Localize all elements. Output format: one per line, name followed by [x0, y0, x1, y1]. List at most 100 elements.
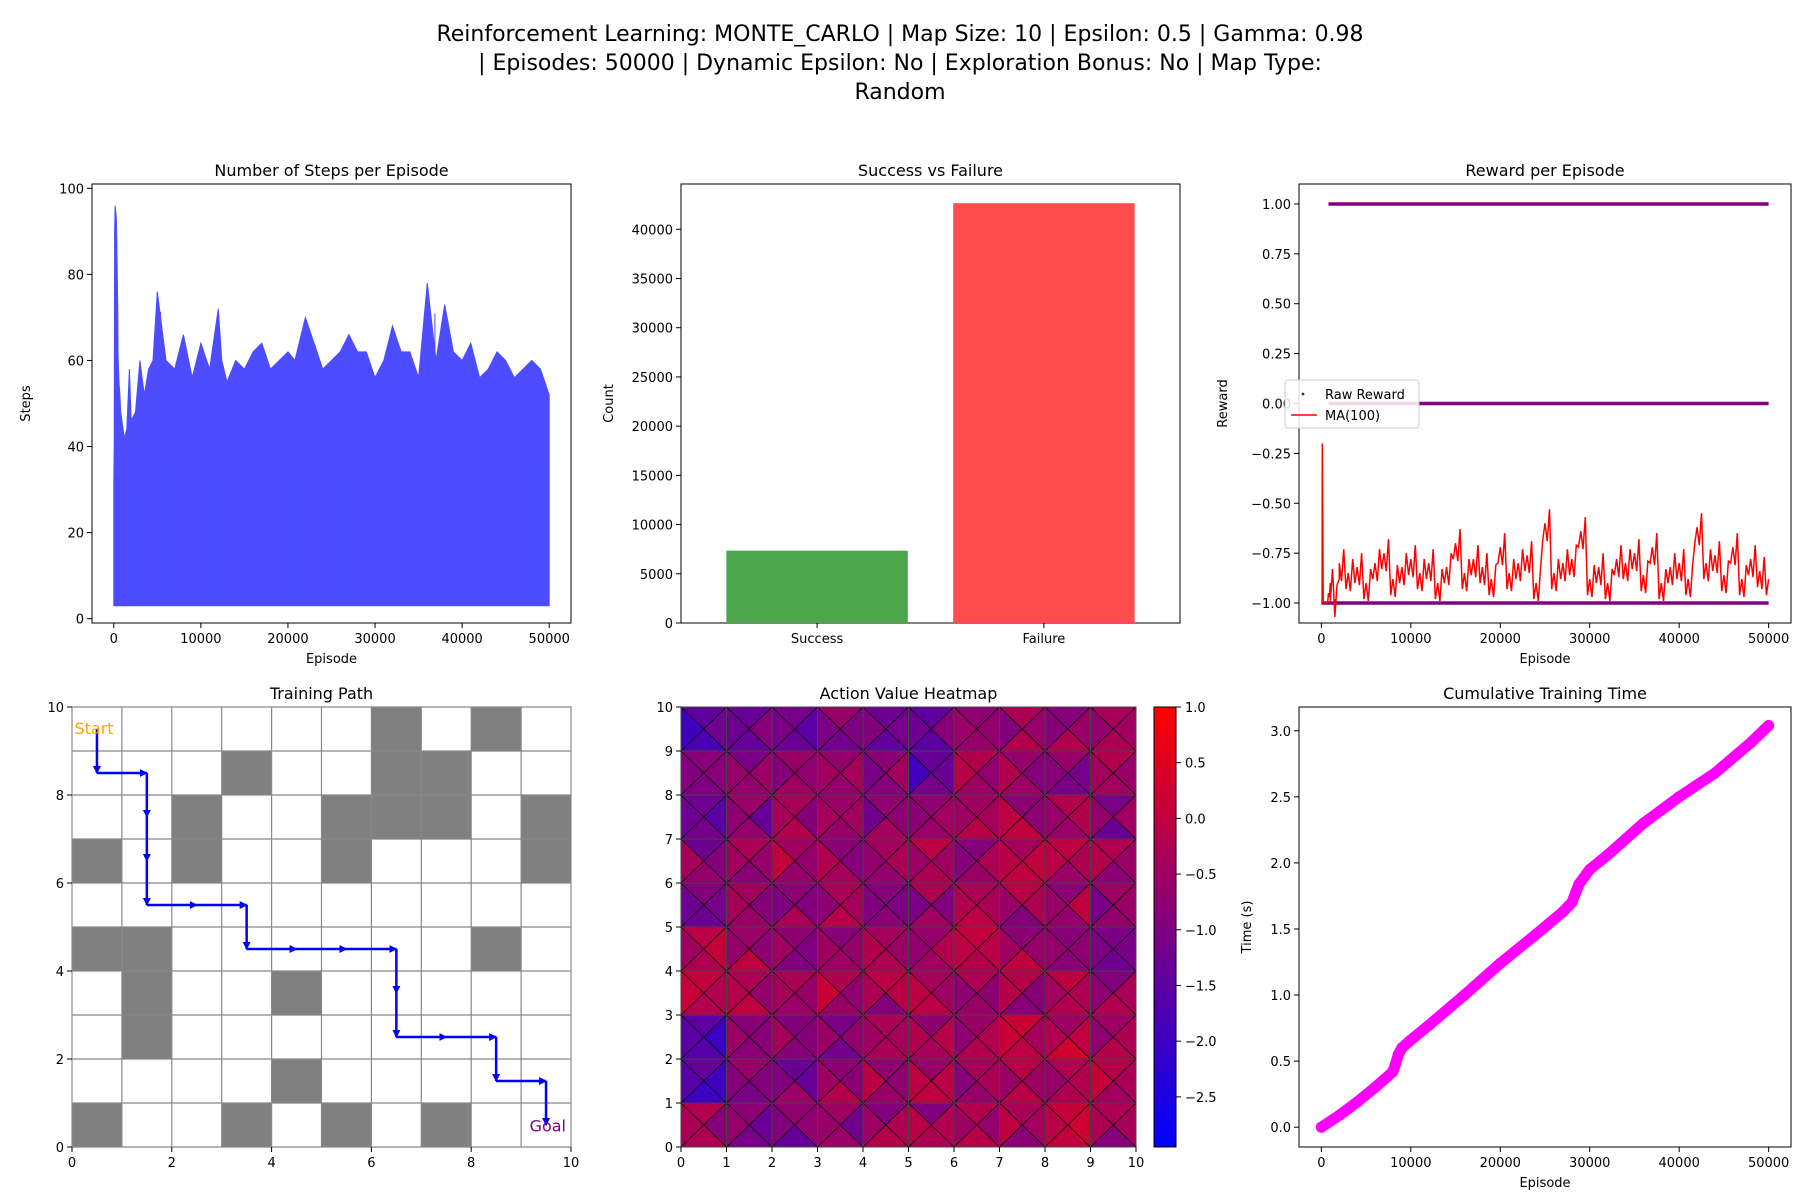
reward-ytick-label: 0.50 [1262, 298, 1291, 313]
q-triangle [863, 1015, 909, 1037]
q-triangle [1090, 861, 1136, 883]
q-triangle [1090, 729, 1136, 751]
reward-xtick-label: 20000 [1480, 632, 1521, 647]
q-triangle [772, 1037, 818, 1059]
q-diagonal [680, 882, 727, 928]
q-triangle [749, 839, 772, 883]
q-triangle [1090, 883, 1114, 927]
q-triangle [726, 839, 772, 861]
q-triangle [863, 949, 909, 971]
goal-label: Goal [530, 1117, 566, 1136]
q-triangle [999, 817, 1045, 839]
q-triangle [954, 817, 1000, 839]
obstacle-cell [321, 1103, 372, 1147]
q-triangle [1045, 883, 1091, 905]
q-triangle [772, 1015, 818, 1037]
q-triangle [999, 971, 1023, 1015]
q-triangle [931, 839, 954, 883]
q-triangle [772, 751, 818, 773]
q-triangle [954, 971, 1000, 993]
steps-xtick-label: 10000 [180, 632, 221, 647]
q-triangle [772, 1015, 795, 1059]
q-triangle [954, 773, 1000, 795]
q-triangle [1090, 927, 1114, 971]
q-triangle [1022, 839, 1045, 883]
q-triangle [749, 707, 772, 751]
time-point [1405, 1034, 1417, 1046]
reward-xtick-label: 30000 [1569, 632, 1610, 647]
q-diagonal [726, 1102, 773, 1148]
obstacle-cell [271, 1059, 322, 1103]
q-triangle [1113, 883, 1136, 927]
q-triangle [681, 927, 727, 949]
heat-xtick-label: 6 [950, 1156, 958, 1171]
q-triangle [885, 707, 909, 751]
q-triangle [681, 751, 727, 773]
q-triangle [931, 927, 954, 971]
q-triangle [1113, 971, 1136, 1015]
reward-ytick-label: −0.25 [1251, 447, 1291, 462]
q-triangle [999, 751, 1045, 773]
q-triangle [1090, 795, 1114, 839]
obstacle-cell [521, 795, 571, 839]
q-triangle [681, 817, 727, 839]
q-triangle [976, 1015, 1000, 1059]
q-diagonal [999, 1014, 1046, 1060]
q-diagonal [953, 750, 1000, 796]
q-diagonal [680, 1014, 727, 1060]
q-triangle [1090, 1037, 1136, 1059]
q-triangle [863, 1059, 886, 1103]
q-triangle [749, 883, 772, 927]
obstacle-cell [271, 971, 322, 1015]
q-triangle [726, 883, 750, 927]
time-point [1494, 957, 1506, 969]
q-triangle [1045, 707, 1068, 751]
q-triangle [772, 949, 818, 971]
q-triangle [863, 839, 886, 883]
bar-failure [953, 203, 1135, 623]
q-diagonal [1044, 1058, 1091, 1104]
heat-ytick-label: 4 [665, 965, 673, 980]
q-triangle [863, 773, 909, 795]
q-triangle [681, 795, 727, 817]
heat-ytick-label: 10 [656, 701, 673, 716]
q-triangle [908, 971, 954, 993]
time-xtick-label: 30000 [1569, 1156, 1610, 1171]
heat-xtick-label: 7 [995, 1156, 1003, 1171]
q-triangle [1045, 1125, 1091, 1147]
q-diagonal [726, 926, 773, 972]
reward-legend: Raw Reward MA(100) [1284, 379, 1420, 429]
q-triangle [976, 839, 1000, 883]
heat-xtick-label: 2 [768, 1156, 776, 1171]
q-triangle [681, 971, 727, 993]
q-triangle [954, 1103, 977, 1147]
q-triangle [999, 839, 1023, 883]
q-triangle [1090, 1103, 1114, 1147]
q-triangle [954, 1103, 1000, 1125]
time-xtick-label: 20000 [1480, 1156, 1521, 1171]
q-triangle [863, 707, 886, 751]
q-triangle [999, 883, 1023, 927]
q-triangle [954, 993, 1000, 1015]
success-ytick-label: 0 [665, 617, 673, 632]
q-triangle [772, 839, 818, 861]
q-triangle [954, 707, 1000, 729]
q-diagonal [817, 1102, 864, 1148]
obstacle-cell [121, 971, 172, 1015]
q-diagonal [999, 970, 1046, 1016]
q-triangle [908, 883, 954, 905]
q-triangle [794, 839, 818, 883]
q-triangle [1090, 905, 1136, 927]
q-triangle [908, 795, 954, 817]
q-diagonal [862, 1014, 909, 1060]
time-point [1557, 906, 1569, 918]
q-triangle [1113, 839, 1136, 883]
obstacle-cell [221, 751, 272, 795]
q-triangle [817, 861, 863, 883]
q-diagonal [999, 706, 1046, 752]
q-triangle [954, 1059, 1000, 1081]
q-triangle [817, 707, 841, 751]
q-triangle [1090, 817, 1136, 839]
success-frame [680, 183, 1181, 624]
